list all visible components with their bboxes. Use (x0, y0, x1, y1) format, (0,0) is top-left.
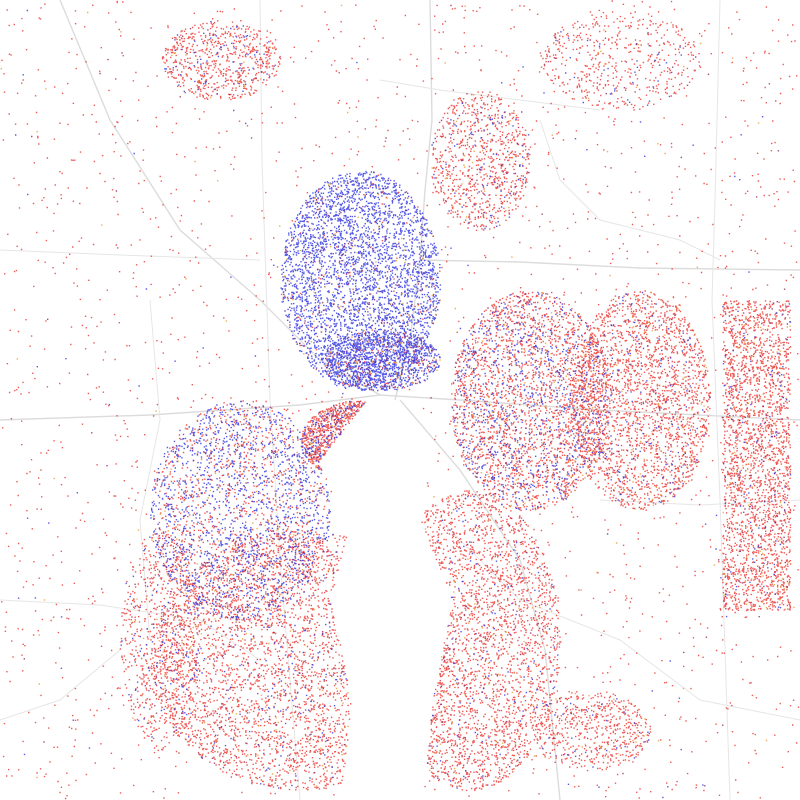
road (0, 649, 121, 721)
road (539, 119, 721, 261)
road (439, 519, 800, 721)
road (399, 399, 561, 800)
road (419, 259, 800, 271)
road (0, 249, 261, 261)
road (379, 79, 601, 111)
road (139, 299, 161, 641)
road (259, 0, 301, 800)
